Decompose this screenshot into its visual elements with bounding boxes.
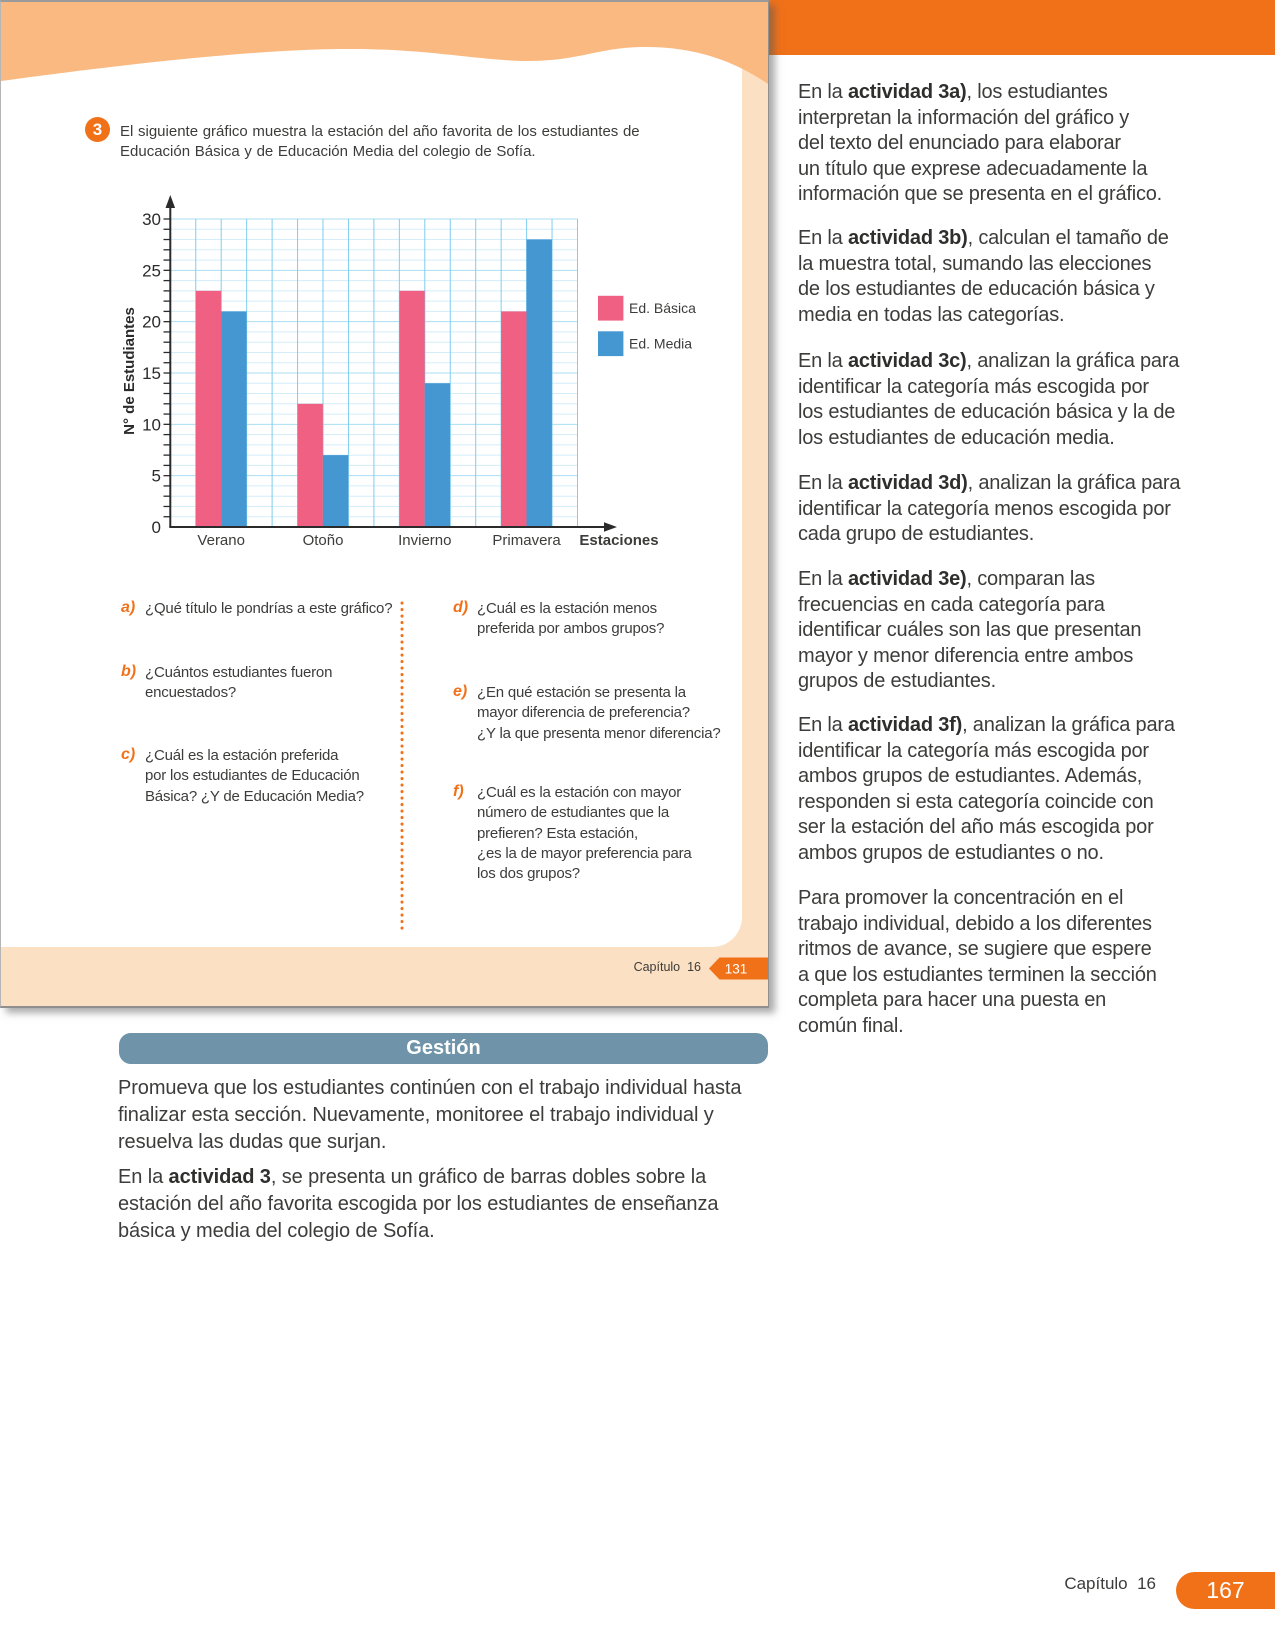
svg-text:Verano: Verano <box>197 532 245 549</box>
svg-text:Ed. Básica: Ed. Básica <box>629 300 696 316</box>
svg-text:10: 10 <box>142 415 161 434</box>
svg-text:15: 15 <box>142 364 161 383</box>
svg-text:0: 0 <box>152 518 161 537</box>
svg-text:Otoño: Otoño <box>303 532 344 549</box>
svg-text:5: 5 <box>152 467 161 486</box>
svg-text:Invierno: Invierno <box>398 532 451 549</box>
svg-text:131: 131 <box>725 962 748 977</box>
svg-text:30: 30 <box>142 210 161 229</box>
svg-text:25: 25 <box>142 261 161 280</box>
svg-text:20: 20 <box>142 313 161 332</box>
svg-text:Ed. Media: Ed. Media <box>629 336 692 352</box>
svg-text:N° de Estudiantes: N° de Estudiantes <box>121 307 138 435</box>
svg-text:Estaciones: Estaciones <box>579 532 658 549</box>
svg-text:Primavera: Primavera <box>492 532 561 549</box>
